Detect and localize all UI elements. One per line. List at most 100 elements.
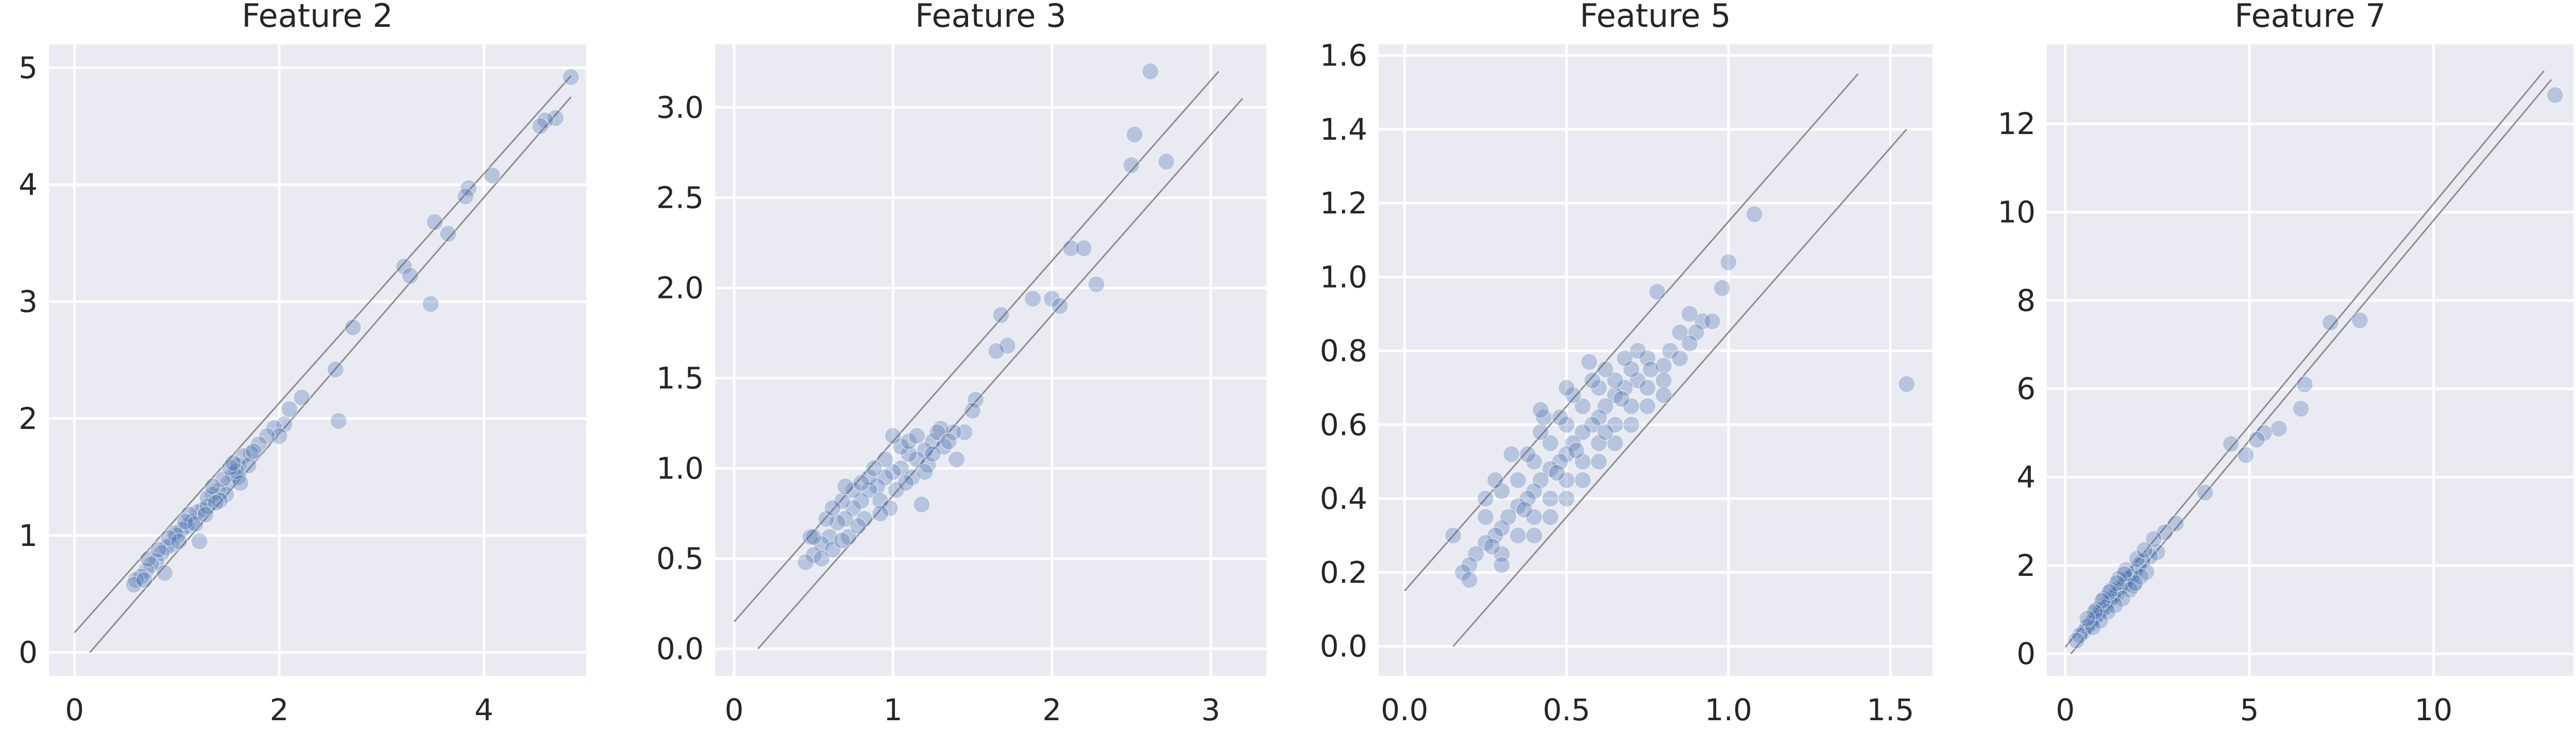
data-point xyxy=(805,528,822,546)
data-point xyxy=(2110,570,2128,588)
x-tick-label: 1.0 xyxy=(1705,692,1752,727)
y-tick-label: 12 xyxy=(1997,106,2036,141)
plot-area xyxy=(715,44,1266,676)
data-point xyxy=(2117,561,2135,579)
data-point xyxy=(1616,350,1634,367)
data-point xyxy=(1613,390,1631,408)
y-tick-label: 0.2 xyxy=(1320,555,1367,590)
data-point xyxy=(1493,556,1511,574)
data-point xyxy=(1516,501,1533,519)
data-point xyxy=(1532,401,1550,419)
data-point xyxy=(293,389,311,406)
y-tick-label: 1.0 xyxy=(656,451,704,486)
data-point xyxy=(156,564,174,582)
y-tick-label: 0.0 xyxy=(1320,629,1367,664)
panel-title: Feature 3 xyxy=(915,0,1066,35)
data-point xyxy=(142,556,160,574)
panel-title: Feature 2 xyxy=(242,0,393,35)
data-point xyxy=(1720,253,1737,271)
x-tick-labels: 0 1 2 3 xyxy=(725,692,1221,727)
data-point xyxy=(160,529,178,547)
data-point xyxy=(152,544,171,562)
data-point xyxy=(547,109,565,127)
grid-lines xyxy=(49,44,586,676)
data-point xyxy=(344,319,362,336)
data-point xyxy=(1574,423,1591,441)
data-point xyxy=(1590,453,1608,471)
grid-lines xyxy=(1379,44,1933,676)
x-tick-label: 0 xyxy=(2056,692,2075,727)
data-point xyxy=(1541,508,1559,526)
data-point xyxy=(2546,86,2564,104)
data-point xyxy=(2088,601,2106,619)
data-point xyxy=(1551,453,1569,471)
data-point xyxy=(2091,612,2109,629)
data-point xyxy=(231,474,249,492)
data-point xyxy=(1123,156,1140,174)
data-point xyxy=(1075,239,1093,257)
y-tick-label: 0.8 xyxy=(1320,334,1367,369)
data-points xyxy=(797,62,1175,571)
data-point xyxy=(1597,360,1614,378)
data-point xyxy=(1655,372,1672,389)
y-tick-label: 0 xyxy=(19,635,38,670)
data-point xyxy=(242,445,260,462)
data-point xyxy=(1526,527,1543,544)
data-point xyxy=(422,295,439,313)
data-point xyxy=(204,477,222,495)
data-point xyxy=(426,213,444,231)
y-tick-label: 0.5 xyxy=(656,541,704,576)
x-tick-label: 0.0 xyxy=(1381,692,1428,727)
data-point xyxy=(149,541,167,558)
y-tick-label: 3 xyxy=(19,284,38,319)
panel-title: Feature 5 xyxy=(1580,0,1731,35)
data-point xyxy=(1493,483,1511,500)
data-point xyxy=(245,442,263,460)
data-point xyxy=(1483,538,1501,556)
y-tick-label: 0.6 xyxy=(1320,407,1367,442)
y-tick-label: 6 xyxy=(2016,371,2036,406)
reference-line xyxy=(2070,79,2552,655)
data-point xyxy=(191,533,208,550)
data-point xyxy=(1493,519,1511,537)
data-point xyxy=(818,510,835,528)
y-tick-label: 1.2 xyxy=(1320,186,1367,221)
y-tick-label: 8 xyxy=(2016,283,2036,318)
data-point xyxy=(1461,556,1478,574)
data-point xyxy=(992,306,1010,324)
y-tick-label: 1.5 xyxy=(656,361,704,396)
data-point xyxy=(2086,603,2104,621)
data-point xyxy=(2138,563,2155,581)
data-point xyxy=(916,463,934,481)
x-tick-labels: 0 5 10 xyxy=(2056,692,2452,727)
data-point xyxy=(1157,153,1175,171)
data-point xyxy=(913,495,930,513)
data-point xyxy=(1541,434,1559,452)
data-point xyxy=(1713,279,1731,297)
data-point xyxy=(1622,416,1640,434)
data-point xyxy=(1557,445,1575,463)
data-point xyxy=(439,225,457,243)
data-point xyxy=(1574,471,1591,489)
data-point xyxy=(1532,423,1550,441)
data-point xyxy=(1693,312,1711,330)
data-point xyxy=(1526,483,1543,500)
data-point xyxy=(1629,342,1647,360)
data-point xyxy=(224,454,242,472)
data-point xyxy=(2196,484,2214,502)
data-point xyxy=(1509,527,1527,544)
y-tick-label: 0.4 xyxy=(1320,481,1367,516)
x-tick-label: 1 xyxy=(884,692,903,727)
x-tick-label: 0 xyxy=(725,692,744,727)
data-point xyxy=(1088,275,1105,293)
data-point xyxy=(401,267,419,285)
data-point xyxy=(833,492,851,510)
grid-lines xyxy=(715,44,1266,676)
data-point xyxy=(963,402,981,420)
data-point xyxy=(2321,313,2340,331)
data-point xyxy=(2084,619,2102,636)
reference-line xyxy=(1452,128,1907,647)
data-point xyxy=(1642,360,1659,378)
x-tick-label: 0.5 xyxy=(1543,692,1590,727)
